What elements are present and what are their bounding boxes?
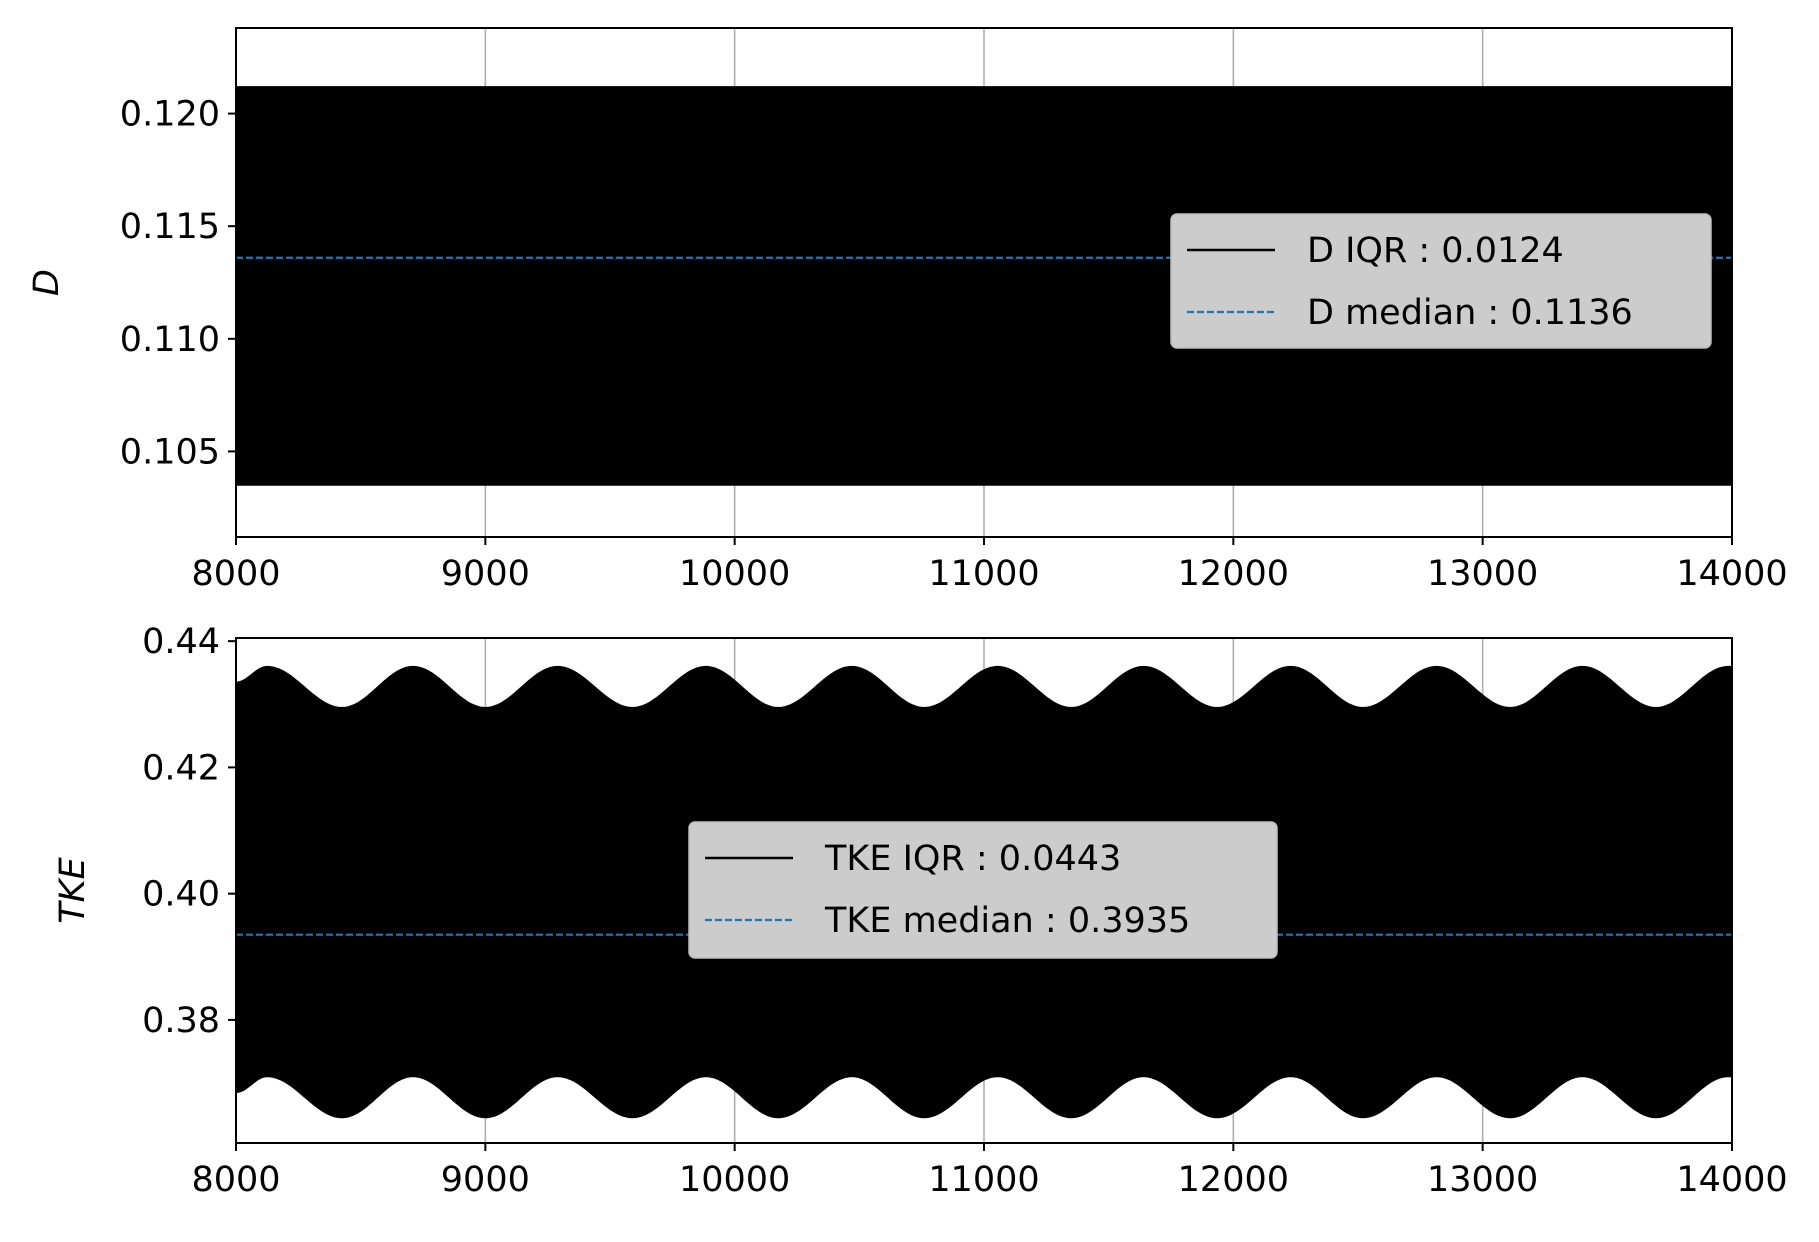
x-tick-label: 9000 <box>441 554 530 594</box>
y-tick-label: 0.120 <box>120 95 220 135</box>
y-tick-label: 0.42 <box>142 748 220 788</box>
y-tick-label: 0.40 <box>142 875 220 915</box>
x-tick-label: 13000 <box>1427 554 1538 594</box>
y-axis-label: TKE <box>53 856 93 923</box>
legend: TKE IQR : 0.0443 TKE median : 0.3935 <box>688 821 1278 959</box>
legend-box <box>688 821 1278 959</box>
subplot-2: 8000 9000 10000 11000 12000 13000 14000 0.38 0.4… <box>53 622 1788 1200</box>
legend-box <box>1170 213 1712 349</box>
x-tick-label: 9000 <box>441 1160 530 1200</box>
legend-entry: D IQR : 0.0124 <box>1307 231 1564 271</box>
y-tick-label: 0.110 <box>120 320 220 360</box>
x-tick-label: 14000 <box>1676 1160 1787 1200</box>
x-tick-label: 10000 <box>679 1160 790 1200</box>
x-tick-label: 11000 <box>928 554 1039 594</box>
y-tick-label: 0.44 <box>142 622 220 662</box>
x-tick-label: 11000 <box>928 1160 1039 1200</box>
x-tick-label: 14000 <box>1676 554 1787 594</box>
x-tick-label: 8000 <box>191 554 280 594</box>
legend: D IQR : 0.0124 D median : 0.1136 <box>1170 213 1712 349</box>
legend-entry: TKE IQR : 0.0443 <box>824 839 1121 879</box>
y-axis-label: D <box>27 269 67 296</box>
y-tick-label: 0.115 <box>120 207 220 247</box>
x-tick-label: 12000 <box>1178 554 1289 594</box>
x-tick-label: 10000 <box>679 554 790 594</box>
y-tick-label: 0.38 <box>142 1001 220 1041</box>
x-tick-label: 8000 <box>191 1160 280 1200</box>
subplot-1: 8000 9000 10000 11000 12000 13000 14000 0.105 0.… <box>27 27 1788 594</box>
y-tick-label: 0.105 <box>120 432 220 472</box>
legend-entry: TKE median : 0.3935 <box>824 901 1190 941</box>
x-tick-label: 12000 <box>1178 1160 1289 1200</box>
legend-entry: D median : 0.1136 <box>1307 293 1633 333</box>
x-tick-label: 13000 <box>1427 1160 1538 1200</box>
